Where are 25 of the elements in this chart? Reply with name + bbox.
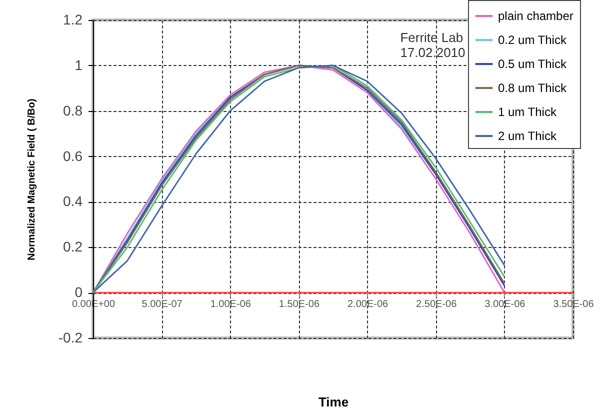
- x-tick-label: 5.00E-07: [142, 299, 183, 310]
- legend-label: 0.8 um Thick: [498, 81, 568, 95]
- y-tick-label: 0: [74, 284, 83, 300]
- annotation: 17.02.2010: [400, 45, 466, 60]
- x-tick-label: 2.00E-06: [347, 299, 389, 310]
- y-tick-label: 1: [74, 56, 83, 73]
- x-tick-label: 1.50E-06: [278, 299, 320, 310]
- x-tick-label: 3.00E-06: [484, 299, 526, 310]
- y-tick-label: 0.6: [63, 148, 83, 164]
- y-tick-label: 1.2: [63, 12, 83, 28]
- x-tick-label: 2.50E-06: [416, 299, 458, 310]
- annotation: Ferrite Lab: [400, 30, 464, 45]
- legend-label: 1 um Thick: [498, 105, 558, 119]
- legend-label: 0.2 um Thick: [498, 33, 568, 47]
- y-tick-label: 0.8: [63, 102, 83, 118]
- y-tick-label: 0.4: [63, 193, 83, 210]
- legend-label: 2 um Thick: [498, 129, 558, 143]
- x-tick-label: 1.00E-06: [210, 299, 252, 310]
- x-tick-label: 3.50E-06: [553, 299, 594, 310]
- legend-label: plain chamber: [498, 9, 574, 23]
- x-axis-title: Time: [318, 394, 349, 410]
- y-tick-label: -0.2: [58, 330, 83, 346]
- y-tick-label: 0.2: [63, 238, 83, 255]
- legend-label: 0.5 um Thick: [498, 57, 568, 71]
- y-axis-title: Normalized Magnetic Field ( B/Bo): [26, 98, 38, 260]
